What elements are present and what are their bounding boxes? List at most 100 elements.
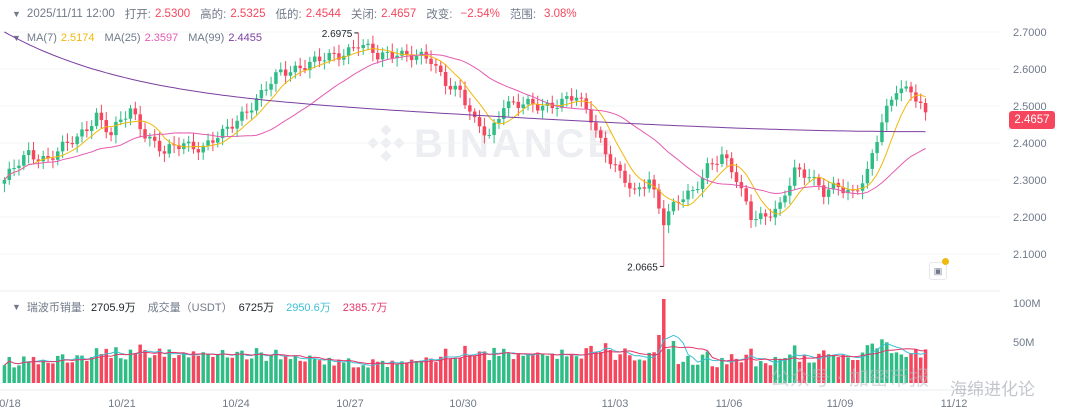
volume-bar xyxy=(880,339,884,383)
close-value: 2.4657 xyxy=(381,8,417,20)
volume-bar xyxy=(502,348,506,383)
volume-bar xyxy=(637,359,642,383)
candle-body xyxy=(225,126,230,129)
candle-body xyxy=(361,44,365,49)
candle-body xyxy=(846,189,850,194)
candle-body xyxy=(405,50,409,55)
volume-bar xyxy=(671,341,676,383)
volume-bar xyxy=(70,362,75,383)
volume-tick-label: 50M xyxy=(1013,337,1034,349)
candle-body xyxy=(235,120,239,129)
candle-body xyxy=(56,151,60,160)
candle-body xyxy=(89,126,94,132)
volume-bar xyxy=(279,359,283,383)
candle-body xyxy=(177,145,181,150)
candle-body xyxy=(31,150,36,160)
candle-body xyxy=(865,168,870,184)
candle-body xyxy=(797,167,802,170)
volume-bar xyxy=(492,347,496,383)
candle-body xyxy=(482,126,487,136)
candle-body xyxy=(822,185,826,197)
volume-bar xyxy=(196,355,201,383)
volume-bar xyxy=(531,353,535,383)
candle-date: 2025/11/11 12:00 xyxy=(26,8,115,20)
volume-bar xyxy=(405,362,409,383)
candle-body xyxy=(826,189,831,197)
candle-body xyxy=(497,118,501,123)
notification-dot xyxy=(942,258,949,265)
candle-body xyxy=(104,120,108,133)
volume-bar xyxy=(439,356,443,383)
volume-bar xyxy=(744,354,748,383)
volume-bar xyxy=(754,366,758,383)
ohlc-header: ▼ 2025/11/11 12:00 打开: 2.5300 高的: 2.5325… xyxy=(0,0,1000,28)
volume-bar xyxy=(308,355,312,383)
collapse-chevron-icon[interactable]: ▼ xyxy=(12,9,21,19)
candle-body xyxy=(681,199,685,203)
volume-bar xyxy=(419,360,424,383)
candle-body xyxy=(453,85,458,90)
candle-body xyxy=(511,101,516,103)
volume-bar xyxy=(371,359,375,383)
candle-body xyxy=(356,47,361,49)
screenshot-icon[interactable]: ▣ xyxy=(929,262,947,280)
volume-bar xyxy=(75,355,79,383)
candle-body xyxy=(303,68,307,71)
candle-body xyxy=(206,140,210,146)
volume-ma2-value: 2385.7万 xyxy=(342,302,388,314)
candle-body xyxy=(875,142,879,154)
candle-body xyxy=(143,129,147,139)
candle-body xyxy=(778,202,782,209)
volume-bar xyxy=(395,364,399,383)
candle-body xyxy=(584,98,588,110)
x-tick-label: 0/18 xyxy=(0,398,21,410)
candle-body xyxy=(2,180,7,184)
range-value: 3.08% xyxy=(544,8,577,20)
ma25-value: 2.3597 xyxy=(144,32,179,44)
volume-bar xyxy=(7,357,12,383)
ma99-label: MA(99) xyxy=(188,32,225,44)
volume-bar xyxy=(725,364,729,383)
volume-bar xyxy=(259,352,264,383)
low-label: 低的: xyxy=(275,9,302,21)
candle-body xyxy=(914,92,918,102)
volume-bar xyxy=(114,347,118,383)
candle-body xyxy=(773,208,778,218)
candle-body xyxy=(763,213,768,217)
candle-body xyxy=(608,154,613,165)
candle-body xyxy=(390,51,395,59)
candle-body xyxy=(70,142,75,145)
volume-bar xyxy=(613,359,618,383)
volume-ma1-line xyxy=(4,334,926,366)
volume-bar xyxy=(705,351,710,383)
volume-bar xyxy=(855,360,860,383)
candle-body xyxy=(22,155,26,166)
volume-bar xyxy=(851,359,855,383)
volume-chevron-icon[interactable]: ▼ xyxy=(12,302,21,312)
volume-bar xyxy=(860,352,865,383)
candle-body xyxy=(220,128,225,139)
volume-bar xyxy=(647,352,651,383)
candle-body xyxy=(211,140,215,143)
volume-bar xyxy=(628,355,632,383)
candle-body xyxy=(85,129,89,132)
volume-bar xyxy=(923,349,928,383)
volume-bar xyxy=(497,355,501,383)
volume-bar xyxy=(817,353,821,383)
volume-bar xyxy=(119,358,123,383)
candle-body xyxy=(119,119,123,122)
high-annotation: 2.6975 xyxy=(322,29,353,40)
candle-body xyxy=(26,150,31,156)
volume-bar xyxy=(298,360,302,383)
wechat-watermark: 公众号 · 加密币报 xyxy=(770,366,930,390)
y-tick-label: 2.4000 xyxy=(1013,138,1047,150)
volume-bar xyxy=(487,360,491,383)
candle-body xyxy=(99,112,104,121)
volume-bar xyxy=(230,357,235,383)
volume-bar xyxy=(623,348,627,383)
x-tick-label: 11/09 xyxy=(827,398,854,410)
volume-bar xyxy=(293,356,298,383)
candle-body xyxy=(259,90,264,99)
volume-bar xyxy=(36,364,41,383)
